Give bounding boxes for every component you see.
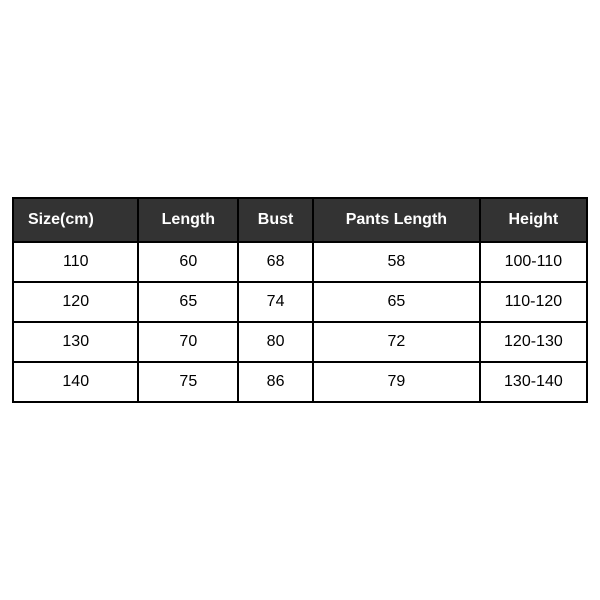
cell-size: 140	[13, 362, 138, 402]
cell-bust: 86	[238, 362, 313, 402]
cell-bust: 68	[238, 242, 313, 282]
cell-size: 110	[13, 242, 138, 282]
table-header: Size(cm) Length Bust Pants Length Height	[13, 198, 587, 242]
col-header-height: Height	[480, 198, 587, 242]
cell-pants-length: 79	[313, 362, 480, 402]
header-row: Size(cm) Length Bust Pants Length Height	[13, 198, 587, 242]
cell-pants-length: 58	[313, 242, 480, 282]
cell-length: 75	[138, 362, 238, 402]
col-header-bust: Bust	[238, 198, 313, 242]
table-row: 120 65 74 65 110-120	[13, 282, 587, 322]
col-header-size: Size(cm)	[13, 198, 138, 242]
cell-height: 130-140	[480, 362, 587, 402]
table-row: 110 60 68 58 100-110	[13, 242, 587, 282]
table-body: 110 60 68 58 100-110 120 65 74 65 110-12…	[13, 242, 587, 402]
table-row: 140 75 86 79 130-140	[13, 362, 587, 402]
cell-pants-length: 65	[313, 282, 480, 322]
size-table: Size(cm) Length Bust Pants Length Height…	[12, 197, 588, 403]
size-table-container: Size(cm) Length Bust Pants Length Height…	[12, 197, 588, 403]
cell-length: 65	[138, 282, 238, 322]
col-header-length: Length	[138, 198, 238, 242]
cell-pants-length: 72	[313, 322, 480, 362]
cell-bust: 74	[238, 282, 313, 322]
cell-height: 100-110	[480, 242, 587, 282]
cell-length: 60	[138, 242, 238, 282]
cell-height: 110-120	[480, 282, 587, 322]
cell-size: 130	[13, 322, 138, 362]
col-header-pants-length: Pants Length	[313, 198, 480, 242]
cell-bust: 80	[238, 322, 313, 362]
table-row: 130 70 80 72 120-130	[13, 322, 587, 362]
cell-size: 120	[13, 282, 138, 322]
cell-height: 120-130	[480, 322, 587, 362]
cell-length: 70	[138, 322, 238, 362]
